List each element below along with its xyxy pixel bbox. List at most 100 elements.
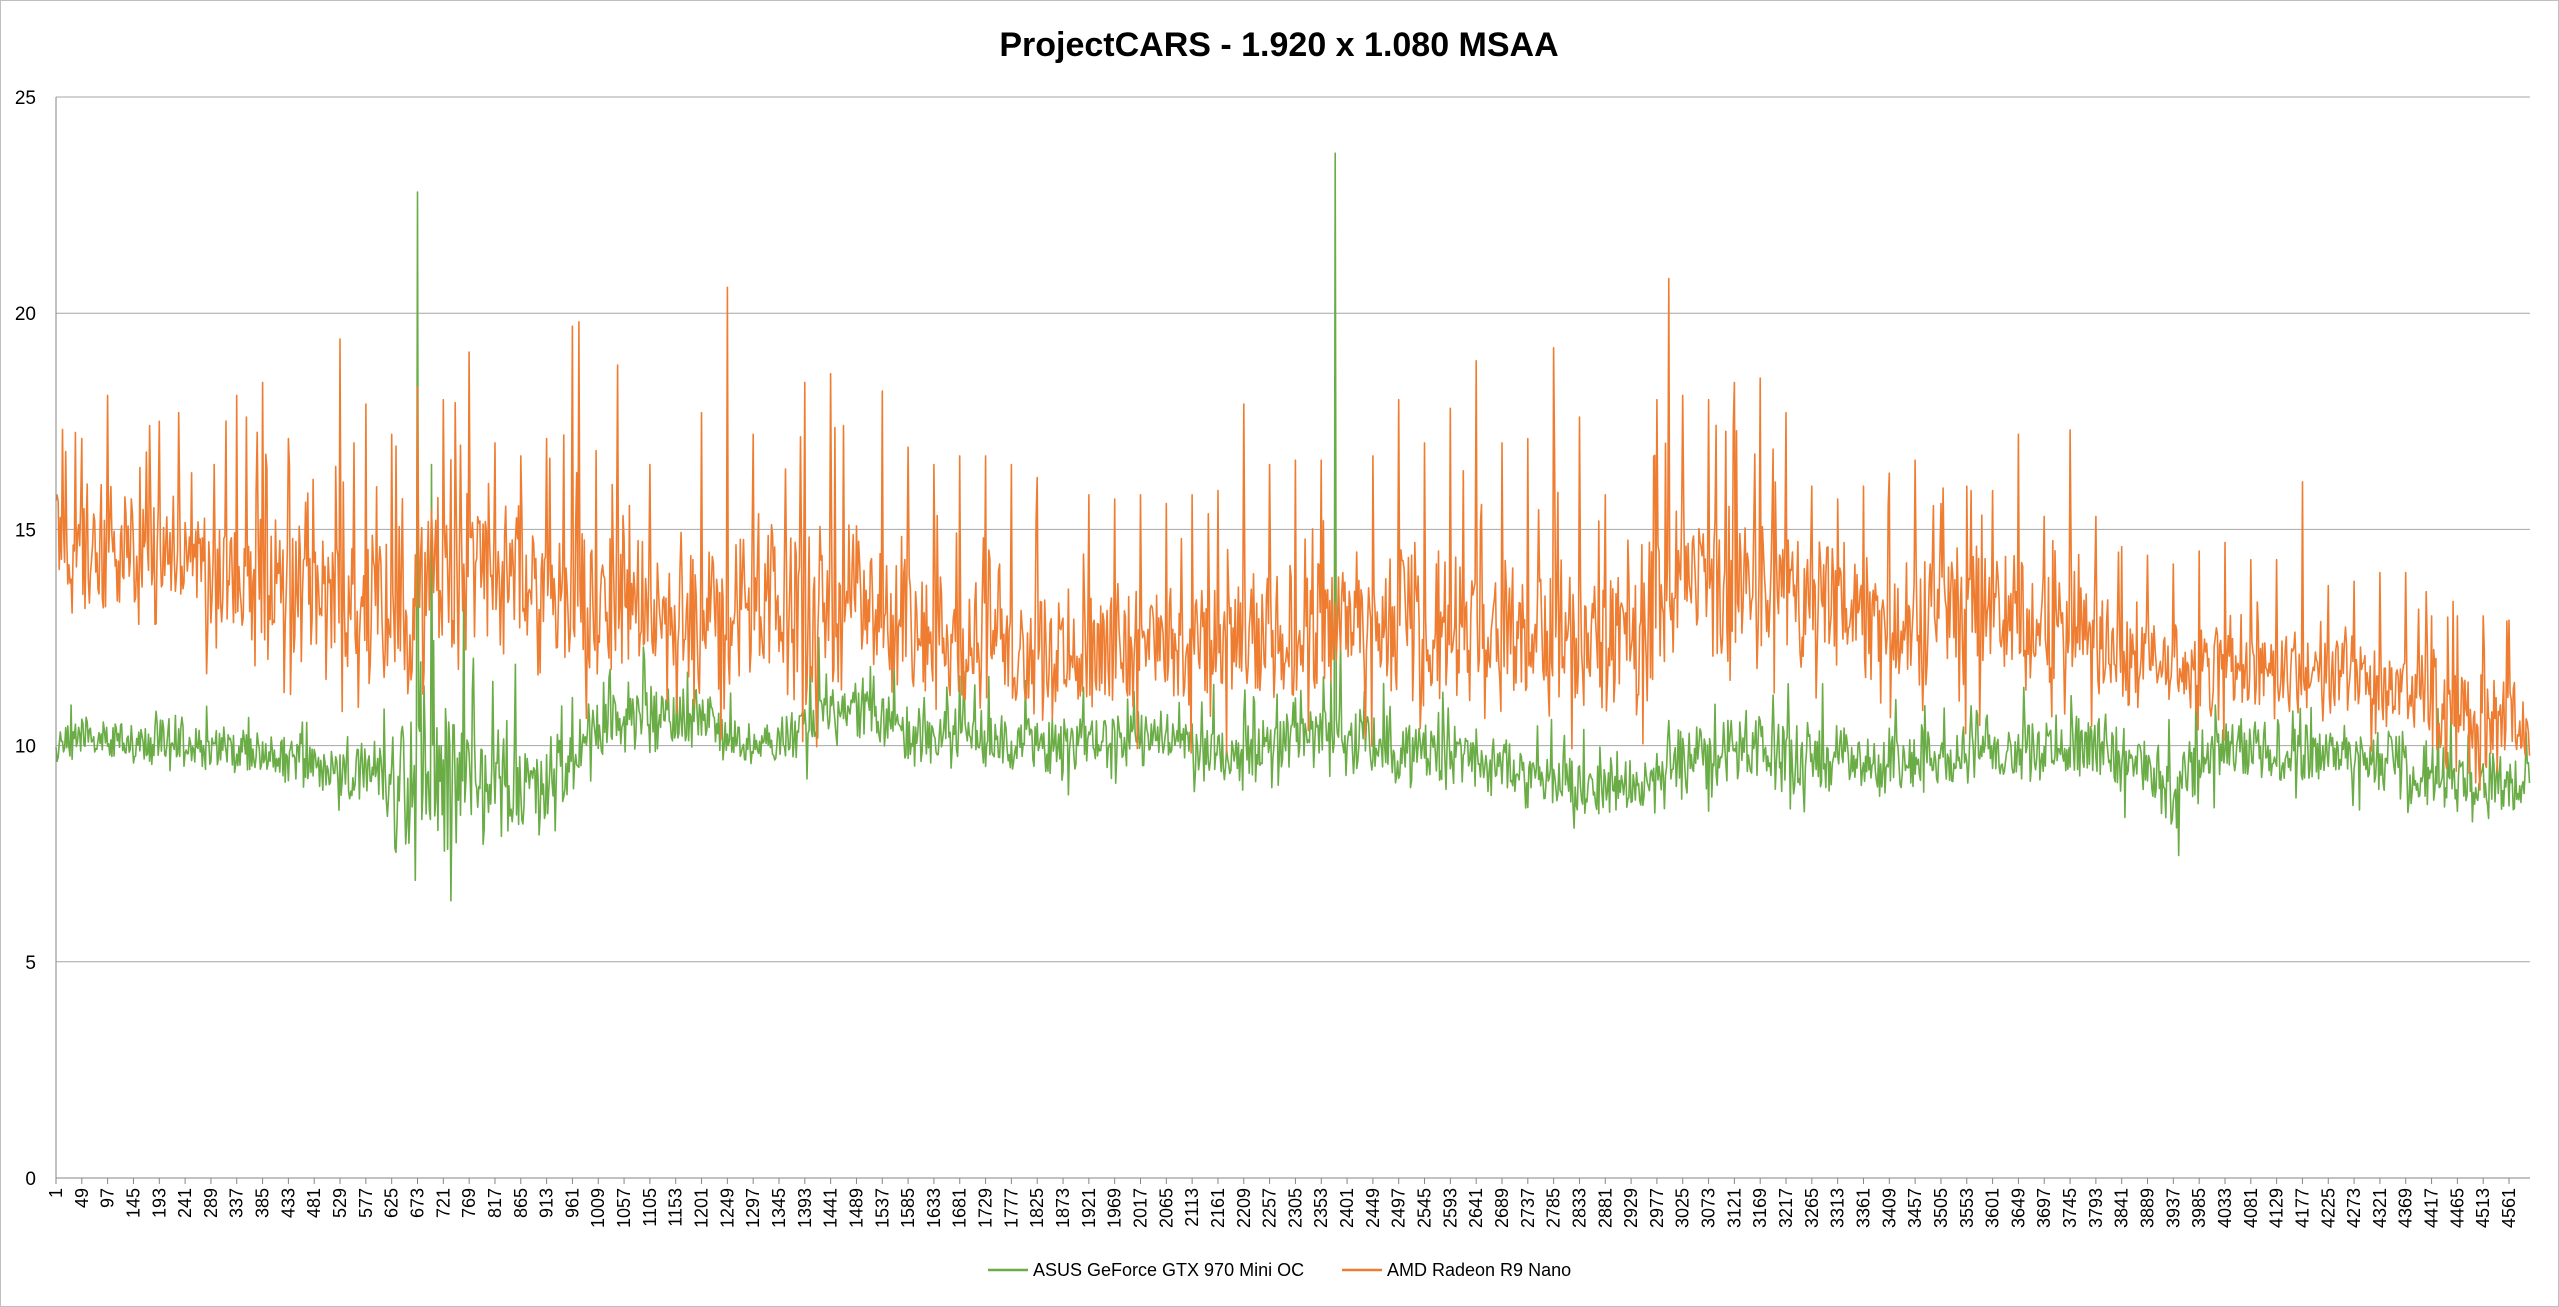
x-tick-label: 1201 xyxy=(692,1188,712,1228)
x-tick-label: 3553 xyxy=(1957,1188,1977,1228)
x-tick-label: 2017 xyxy=(1131,1188,1151,1228)
x-tick-label: 1537 xyxy=(872,1188,892,1228)
x-tick-label: 4177 xyxy=(2293,1188,2313,1228)
x-tick-label: 481 xyxy=(304,1188,324,1218)
x-tick-label: 3409 xyxy=(1879,1188,1899,1228)
y-tick-label: 0 xyxy=(25,1169,36,1190)
x-tick-label: 673 xyxy=(408,1188,428,1218)
x-tick-label: 3457 xyxy=(1905,1188,1925,1228)
x-tick-label: 3505 xyxy=(1931,1188,1951,1228)
x-tick-label: 2785 xyxy=(1544,1188,1564,1228)
x-tick-label: 3361 xyxy=(1854,1188,1874,1228)
x-tick-label: 2977 xyxy=(1647,1188,1667,1228)
x-tick-label: 4513 xyxy=(2473,1188,2493,1228)
x-tick-label: 3121 xyxy=(1724,1188,1744,1228)
x-tick-label: 1825 xyxy=(1027,1188,1047,1228)
x-tick-label: 4321 xyxy=(2370,1188,2390,1228)
y-tick-label: 20 xyxy=(15,304,36,325)
x-tick-label: 577 xyxy=(356,1188,376,1218)
x-tick-label: 2497 xyxy=(1389,1188,1409,1228)
x-tick-label: 3745 xyxy=(2060,1188,2080,1228)
x-tick-label: 2449 xyxy=(1363,1188,1383,1228)
x-tick-label: 4369 xyxy=(2396,1188,2416,1228)
x-tick-label: 2689 xyxy=(1492,1188,1512,1228)
y-axis-ticks: 0 5 10 15 20 25 xyxy=(15,88,36,1190)
x-tick-label: 1105 xyxy=(640,1188,660,1227)
x-tick-label: 2257 xyxy=(1260,1188,1280,1228)
x-tick-label: 3601 xyxy=(1983,1188,2003,1228)
x-axis-ticks: 1 49 97 145 193 241 289 337 385 433 481 529 577 625 67… xyxy=(46,1178,2519,1228)
x-tick-label: 961 xyxy=(562,1188,582,1218)
series-line-1 xyxy=(55,277,2531,791)
y-tick-label: 15 xyxy=(15,520,36,541)
x-tick-label: 3841 xyxy=(2112,1188,2132,1228)
x-tick-label: 2305 xyxy=(1285,1188,1305,1228)
x-tick-label: 1057 xyxy=(614,1188,634,1228)
x-tick-label: 1729 xyxy=(976,1188,996,1228)
x-tick-label: 2881 xyxy=(1595,1188,1615,1228)
x-tick-label: 4561 xyxy=(2499,1188,2519,1228)
x-tick-label: 97 xyxy=(98,1188,118,1208)
x-tick-label: 4081 xyxy=(2241,1188,2261,1228)
x-tick-label: 193 xyxy=(149,1188,169,1218)
x-tick-label: 721 xyxy=(433,1188,453,1218)
gridlines xyxy=(56,96,2530,963)
x-tick-label: 1249 xyxy=(717,1188,737,1228)
x-tick-label: 4465 xyxy=(2447,1188,2467,1228)
x-tick-label: 3889 xyxy=(2138,1188,2158,1228)
x-tick-label: 3025 xyxy=(1673,1188,1693,1228)
x-tick-label: 337 xyxy=(227,1188,247,1218)
x-tick-label: 3073 xyxy=(1699,1188,1719,1228)
x-tick-label: 4129 xyxy=(2267,1188,2287,1228)
x-tick-label: 2545 xyxy=(1415,1188,1435,1228)
x-tick-label: 3937 xyxy=(2163,1188,2183,1228)
x-tick-label: 2641 xyxy=(1466,1188,1486,1228)
x-tick-label: 145 xyxy=(124,1188,144,1218)
x-tick-label: 1585 xyxy=(898,1188,918,1228)
x-tick-label: 1393 xyxy=(795,1188,815,1228)
x-tick-label: 2065 xyxy=(1156,1188,1176,1228)
x-tick-label: 2113 xyxy=(1182,1188,1202,1227)
x-tick-label: 1297 xyxy=(743,1188,763,1228)
x-tick-label: 2353 xyxy=(1311,1188,1331,1228)
x-tick-label: 2833 xyxy=(1570,1188,1590,1228)
x-tick-label: 1009 xyxy=(588,1188,608,1228)
x-tick-label: 1681 xyxy=(950,1188,970,1228)
x-tick-label: 3169 xyxy=(1750,1188,1770,1228)
x-tick-label: 625 xyxy=(382,1188,402,1218)
x-tick-label: 817 xyxy=(485,1188,505,1218)
series-lines xyxy=(55,152,2531,902)
series-line-0 xyxy=(55,152,2531,902)
legend: ASUS GeForce GTX 970 Mini OC AMD Radeon R… xyxy=(988,1260,1571,1280)
x-tick-label: 1969 xyxy=(1105,1188,1125,1228)
x-tick-label: 1873 xyxy=(1053,1188,1073,1228)
x-tick-label: 1345 xyxy=(769,1188,789,1228)
chart-title: ProjectCARS - 1.920 x 1.080 MSAA xyxy=(999,26,1558,64)
x-tick-label: 433 xyxy=(278,1188,298,1218)
y-tick-label: 25 xyxy=(15,88,36,109)
x-tick-label: 1489 xyxy=(847,1188,867,1228)
x-tick-label: 2209 xyxy=(1234,1188,1254,1228)
x-tick-label: 49 xyxy=(72,1188,92,1208)
x-tick-label: 1777 xyxy=(1001,1188,1021,1228)
x-tick-label: 3649 xyxy=(2008,1188,2028,1228)
x-tick-label: 769 xyxy=(459,1188,479,1218)
x-tick-label: 241 xyxy=(175,1188,195,1218)
x-tick-label: 4273 xyxy=(2344,1188,2364,1228)
y-tick-label: 5 xyxy=(25,953,36,974)
x-tick-label: 3265 xyxy=(1802,1188,1822,1228)
x-tick-label: 4417 xyxy=(2422,1188,2442,1228)
legend-label-0: ASUS GeForce GTX 970 Mini OC xyxy=(1033,1260,1304,1280)
x-tick-label: 1441 xyxy=(821,1188,841,1228)
x-tick-label: 2593 xyxy=(1440,1188,1460,1228)
x-tick-label: 865 xyxy=(511,1188,531,1218)
x-tick-label: 1153 xyxy=(666,1188,686,1227)
x-tick-label: 3313 xyxy=(1828,1188,1848,1228)
x-tick-label: 3697 xyxy=(2034,1188,2054,1228)
x-tick-label: 2161 xyxy=(1208,1188,1228,1228)
x-tick-label: 2929 xyxy=(1621,1188,1641,1228)
x-tick-label: 3985 xyxy=(2189,1188,2209,1228)
x-tick-label: 3793 xyxy=(2086,1188,2106,1228)
x-tick-label: 4225 xyxy=(2318,1188,2338,1228)
